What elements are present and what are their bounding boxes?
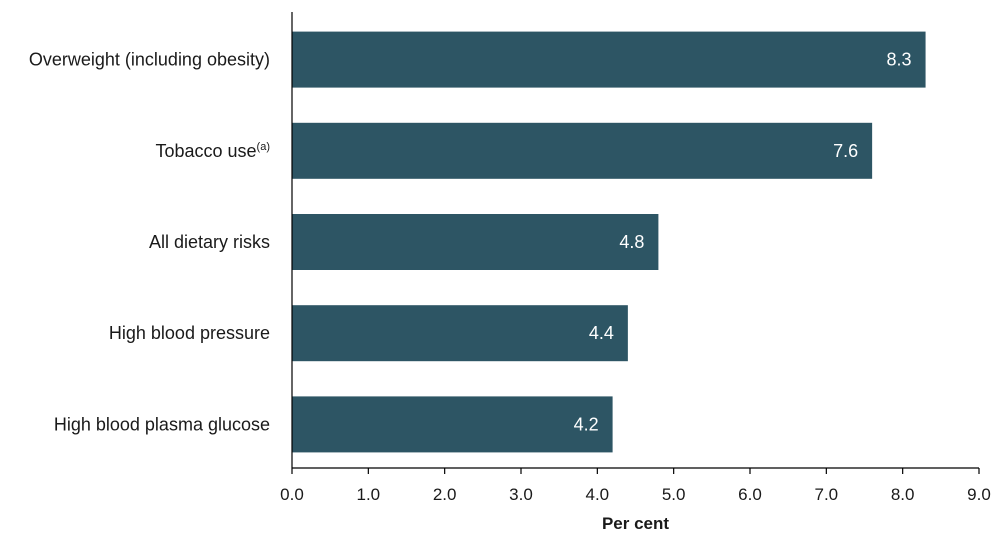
x-tick-label-3: 3.0 [509,485,533,504]
value-label-3: 4.4 [589,323,614,343]
category-label-0: Overweight (including obesity) [29,50,270,70]
category-label-text: High blood plasma glucose [54,414,270,434]
value-label-0: 8.3 [887,50,912,70]
x-tick-label-6: 6.0 [738,485,762,504]
bars-layer: 8.3 7.6 4.8 4.4 4.2 [292,31,926,453]
x-tick-label-2: 2.0 [433,485,457,504]
x-tick-label-8: 8.0 [891,485,915,504]
bar-4 [292,396,613,453]
category-label-text: All dietary risks [149,232,270,252]
x-tick-label-5: 5.0 [662,485,686,504]
x-ticks: 0.0 1.0 2.0 3.0 4.0 5.0 6.0 7.0 8.0 9.0 [280,468,991,504]
x-tick-label-7: 7.0 [815,485,839,504]
value-label-4: 4.2 [574,414,599,434]
category-label-text: Tobacco use [155,141,256,161]
x-tick-label-1: 1.0 [357,485,381,504]
x-axis-title: Per cent [602,514,669,533]
category-labels: Overweight (including obesity) Tobacco us… [29,50,270,435]
bar-1 [292,122,873,179]
bar-0 [292,31,926,88]
category-label-2: All dietary risks [149,232,270,252]
category-footnote-marker: (a) [257,141,270,153]
category-label-text: High blood pressure [109,323,270,343]
value-label-1: 7.6 [833,141,858,161]
x-tick-label-0: 0.0 [280,485,304,504]
bar-3 [292,305,628,362]
x-tick-label-9: 9.0 [967,485,991,504]
x-tick-label-4: 4.0 [586,485,610,504]
category-label-text: Overweight (including obesity) [29,50,270,70]
category-label-1: Tobacco use(a) [155,141,270,161]
category-label-3: High blood pressure [109,323,270,343]
axes-layer [291,12,979,469]
bar-2 [292,214,659,270]
value-label-2: 4.8 [619,232,644,252]
category-label-4: High blood plasma glucose [54,414,270,434]
